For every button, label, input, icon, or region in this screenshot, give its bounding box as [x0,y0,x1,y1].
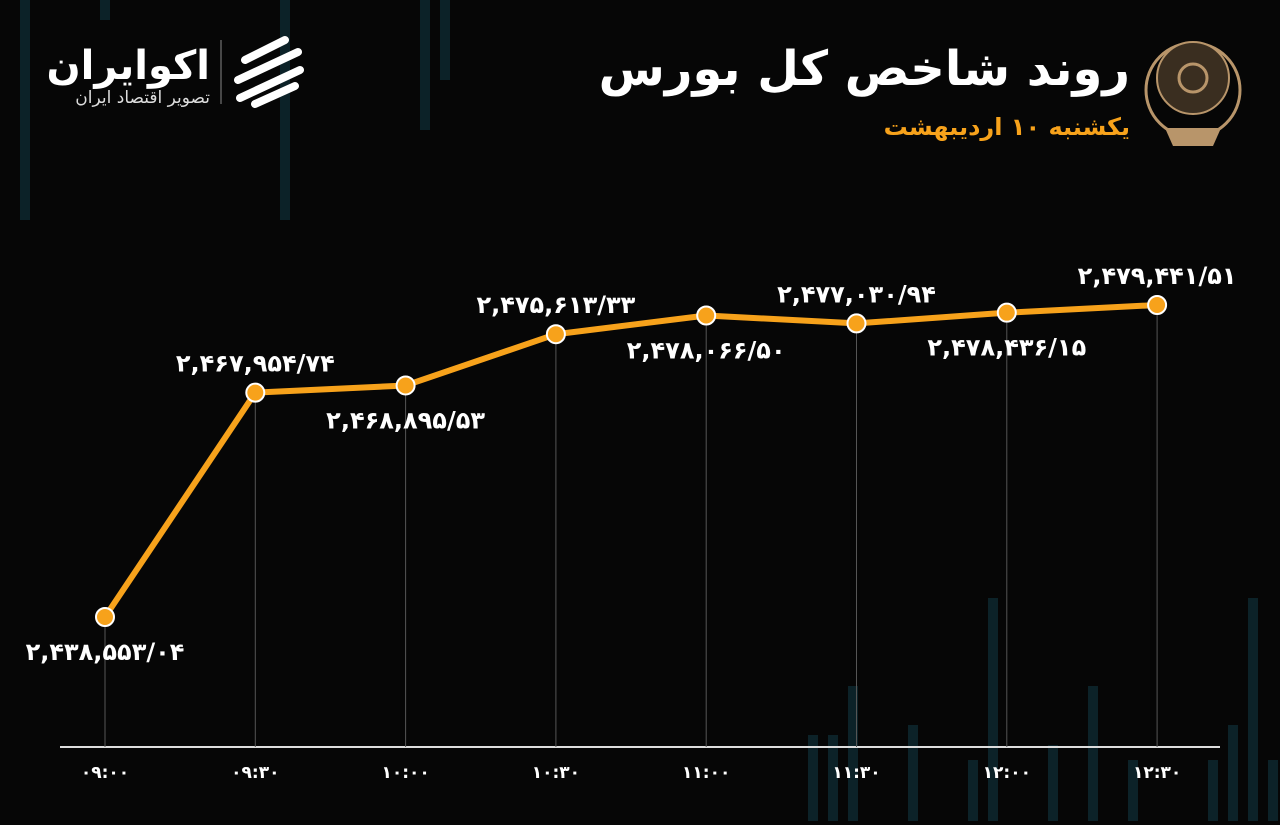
point [545,324,566,345]
chart-subtitle: یکشنبه ۱۰ اردیبهشت [884,113,1130,141]
chart-title: روند شاخص کل بورس [599,41,1130,97]
point [1147,295,1168,315]
x-tick-label: ۱۰:۳۰ [532,763,580,783]
value-label: ۲,۴۷۸,۴۳۶/۱۵ [927,334,1086,362]
value-label: ۲,۴۶۸,۸۹۵/۵۳ [326,406,485,434]
value-label: ۲,۴۷۵,۶۱۳/۳۳ [476,291,635,319]
x-tick-label: ۱۱:۰۰ [682,763,730,783]
value-label: ۲,۴۷۹,۴۴۱/۵۱ [1078,262,1237,290]
point [245,382,266,403]
x-tick-label: ۱۱:۳۰ [832,763,880,783]
brand-name: اکوایران [46,43,210,89]
brand-logo [234,36,304,108]
line [102,302,1158,619]
x-tick-label: ۰۹:۳۰ [231,763,279,783]
point [846,313,867,334]
point [395,375,416,396]
bourse-logo [1144,41,1242,146]
point [95,607,115,627]
value-label: ۲,۴۷۷,۰۳۰/۹۴ [777,280,936,308]
value-label: ۲,۴۶۷,۹۵۴/۷۴ [176,350,335,378]
brand-tagline: تصویر اقتصاد ایران [75,88,210,108]
value-label: ۲,۴۳۸,۵۵۳/۰۴ [26,638,185,666]
x-tick-label: ۱۰:۰۰ [381,763,429,783]
x-tick-label: ۱۲:۰۰ [983,763,1031,783]
point [696,305,717,326]
x-tick-label: ۱۲:۳۰ [1133,763,1181,783]
background-bars [20,0,1278,821]
point [996,302,1017,323]
x-tick-label: ۰۹:۰۰ [81,763,129,783]
value-label: ۲,۴۷۸,۰۶۶/۵۰ [627,336,786,364]
